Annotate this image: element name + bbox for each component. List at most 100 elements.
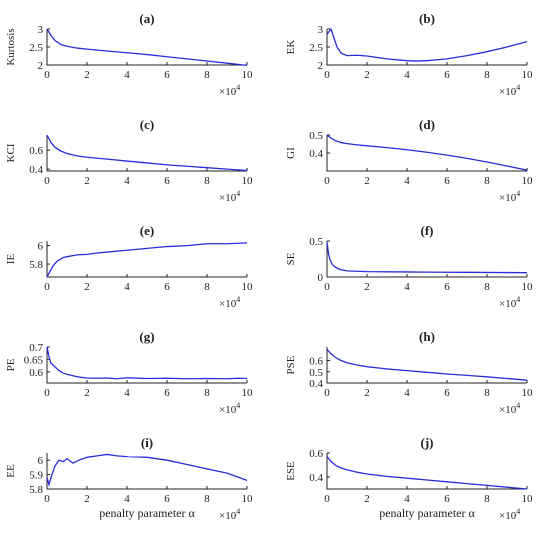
y-tick-label: 0.6 xyxy=(309,448,323,460)
x-tick-label: 4 xyxy=(124,493,130,505)
series-line-c xyxy=(46,134,248,172)
series-line-h xyxy=(326,348,528,381)
y-axis-label-i: EE xyxy=(5,464,17,478)
y-axis-label-e: IE xyxy=(5,254,17,265)
x-exponent-power: 4 xyxy=(516,83,520,92)
panel-g: (g)0 2 4 6 8 100.60.650.7PE×104 xyxy=(5,329,253,416)
x-tick-label: 6 xyxy=(164,175,170,187)
y-tick-label: 2 xyxy=(318,60,324,72)
panel-title-f: (f) xyxy=(421,223,434,238)
x-tick-label: 0 xyxy=(44,69,50,81)
panel-title-e: (e) xyxy=(140,223,154,238)
y-tick-label: 3 xyxy=(318,24,324,36)
x-tick-label: 10 xyxy=(242,175,254,187)
x-exponent-label: ×104 xyxy=(219,83,240,98)
panel-title-j: (j) xyxy=(421,435,434,450)
x-exponent-label: ×104 xyxy=(499,507,520,522)
y-axis-label-b: EK xyxy=(285,40,297,55)
x-exponent-label: ×104 xyxy=(499,83,520,98)
x-axis-label: penalty parameter α xyxy=(99,506,195,520)
x-tick-label: 2 xyxy=(364,387,370,399)
y-axis-label-h: PSE xyxy=(285,355,297,374)
y-tick-label: 2 xyxy=(38,60,44,72)
y-axis-label-g: PE xyxy=(5,358,17,371)
x-exponent-base: ×10 xyxy=(219,192,237,204)
x-tick-label: 8 xyxy=(204,175,210,187)
x-exponent-base: ×10 xyxy=(219,298,237,310)
y-tick-label: 2.5 xyxy=(309,42,323,54)
x-tick-label: 0 xyxy=(44,387,50,399)
axes-d xyxy=(326,135,527,172)
x-tick-label: 6 xyxy=(164,493,170,505)
y-axis-label-a: Kurtosis xyxy=(5,28,17,65)
panel-title-i: (i) xyxy=(141,435,153,450)
x-tick-label: 8 xyxy=(484,69,490,81)
y-tick-label: 3 xyxy=(38,24,44,36)
panel-d: (d)0 2 4 6 8 100.40.5GI×104 xyxy=(285,117,533,204)
x-exponent-power: 4 xyxy=(516,189,520,198)
x-exponent-label: ×104 xyxy=(499,189,520,204)
x-tick-label: 10 xyxy=(242,281,254,293)
x-tick-label: 6 xyxy=(444,175,450,187)
series-line-i xyxy=(46,453,248,488)
x-exponent-base: ×10 xyxy=(219,86,237,98)
x-tick-label: 8 xyxy=(204,493,210,505)
y-tick-label: 6 xyxy=(38,455,44,467)
x-exponent-power: 4 xyxy=(516,401,520,410)
y-tick-label: 5.9 xyxy=(29,470,43,482)
x-tick-label: 4 xyxy=(124,281,130,293)
x-exponent-power: 4 xyxy=(236,83,240,92)
x-tick-label: 4 xyxy=(404,387,410,399)
x-tick-label: 10 xyxy=(522,175,534,187)
y-tick-label: 0.4 xyxy=(309,378,323,390)
x-axis-label: penalty parameter α xyxy=(379,506,475,520)
axes-e xyxy=(46,241,247,278)
x-exponent-label: ×104 xyxy=(219,401,240,416)
x-tick-label: 6 xyxy=(164,281,170,293)
x-tick-label: 10 xyxy=(242,493,254,505)
y-axis-label-f: SE xyxy=(285,252,297,265)
series-line-a xyxy=(46,28,248,67)
y-axis-label-d: GI xyxy=(285,147,297,159)
x-tick-label: 10 xyxy=(522,493,534,505)
x-exponent-base: ×10 xyxy=(219,404,237,416)
x-exponent-base: ×10 xyxy=(499,298,517,310)
x-tick-label: 0 xyxy=(44,175,50,187)
y-tick-label: 0.6 xyxy=(309,356,323,368)
x-tick-label: 8 xyxy=(484,281,490,293)
x-exponent-base: ×10 xyxy=(499,192,517,204)
x-exponent-label: ×104 xyxy=(499,295,520,310)
x-tick-label: 2 xyxy=(84,387,90,399)
x-tick-label: 0 xyxy=(324,69,330,81)
x-exponent-base: ×10 xyxy=(499,86,517,98)
x-tick-label: 4 xyxy=(124,69,130,81)
x-exponent-base: ×10 xyxy=(219,510,237,522)
series-line-d xyxy=(326,134,528,171)
x-tick-label: 10 xyxy=(242,69,254,81)
axes-g xyxy=(46,347,247,384)
y-tick-label: 6 xyxy=(38,241,44,253)
x-tick-label: 10 xyxy=(242,387,254,399)
series-line-f xyxy=(326,242,528,274)
series-line-j xyxy=(326,456,528,490)
x-exponent-power: 4 xyxy=(236,189,240,198)
x-tick-label: 0 xyxy=(44,281,50,293)
x-tick-label: 2 xyxy=(84,69,90,81)
x-tick-label: 6 xyxy=(444,387,450,399)
x-tick-label: 8 xyxy=(204,69,210,81)
y-tick-label: 0.5 xyxy=(309,130,323,142)
y-tick-label: 0.7 xyxy=(29,342,43,354)
x-exponent-power: 4 xyxy=(236,295,240,304)
panel-title-d: (d) xyxy=(419,117,435,132)
x-exponent-power: 4 xyxy=(516,507,520,516)
y-tick-label: 2.5 xyxy=(29,42,43,54)
x-exponent-power: 4 xyxy=(236,401,240,410)
x-tick-label: 0 xyxy=(324,175,330,187)
x-tick-label: 2 xyxy=(84,175,90,187)
